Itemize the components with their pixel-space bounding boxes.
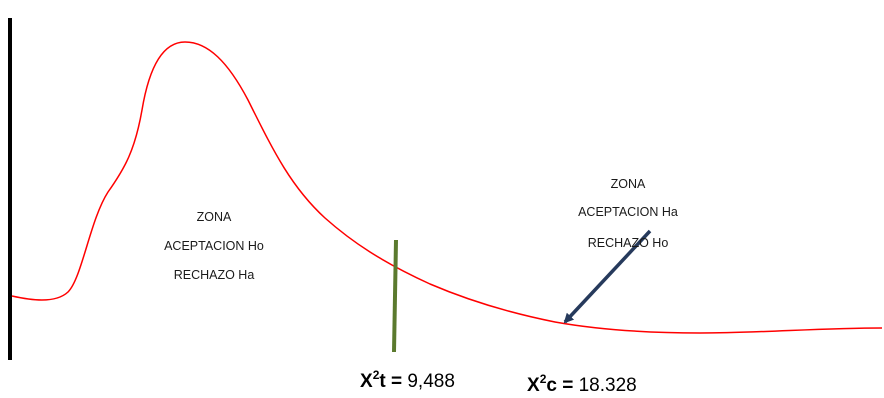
right-zone-rejection: RECHAZO Ho xyxy=(588,236,669,250)
chi-square-calc-equals: = xyxy=(557,375,579,396)
critical-value-line xyxy=(392,239,398,353)
left-zone-title: ZONA xyxy=(197,210,232,224)
chi-square-table-equals: = xyxy=(386,371,408,392)
chi-square-calc-subscript: c xyxy=(546,375,557,396)
calculated-value-arrow xyxy=(563,229,652,324)
right-zone-acceptance: ACEPTACION Ha xyxy=(578,205,678,219)
chi-square-calc-value: 18.328 xyxy=(579,375,637,396)
chi-square-table-subscript: t xyxy=(379,371,386,392)
chi-square-calc-symbol: X xyxy=(527,375,540,396)
distribution-curve xyxy=(11,41,883,334)
right-zone-title: ZONA xyxy=(611,177,646,191)
chi-square-calc-stat: X2c = 18.328 xyxy=(527,372,637,396)
chi-square-table-symbol: X xyxy=(360,371,373,392)
left-zone-acceptance: ACEPTACION Ho xyxy=(164,239,264,253)
chi-square-calc-exponent: 2 xyxy=(540,372,547,386)
chi-square-table-stat: X2t = 9,488 xyxy=(360,368,455,392)
chi-square-table-exponent: 2 xyxy=(373,368,380,382)
chi-square-table-value: 9,488 xyxy=(407,371,455,392)
left-zone-rejection: RECHAZO Ha xyxy=(174,268,255,282)
